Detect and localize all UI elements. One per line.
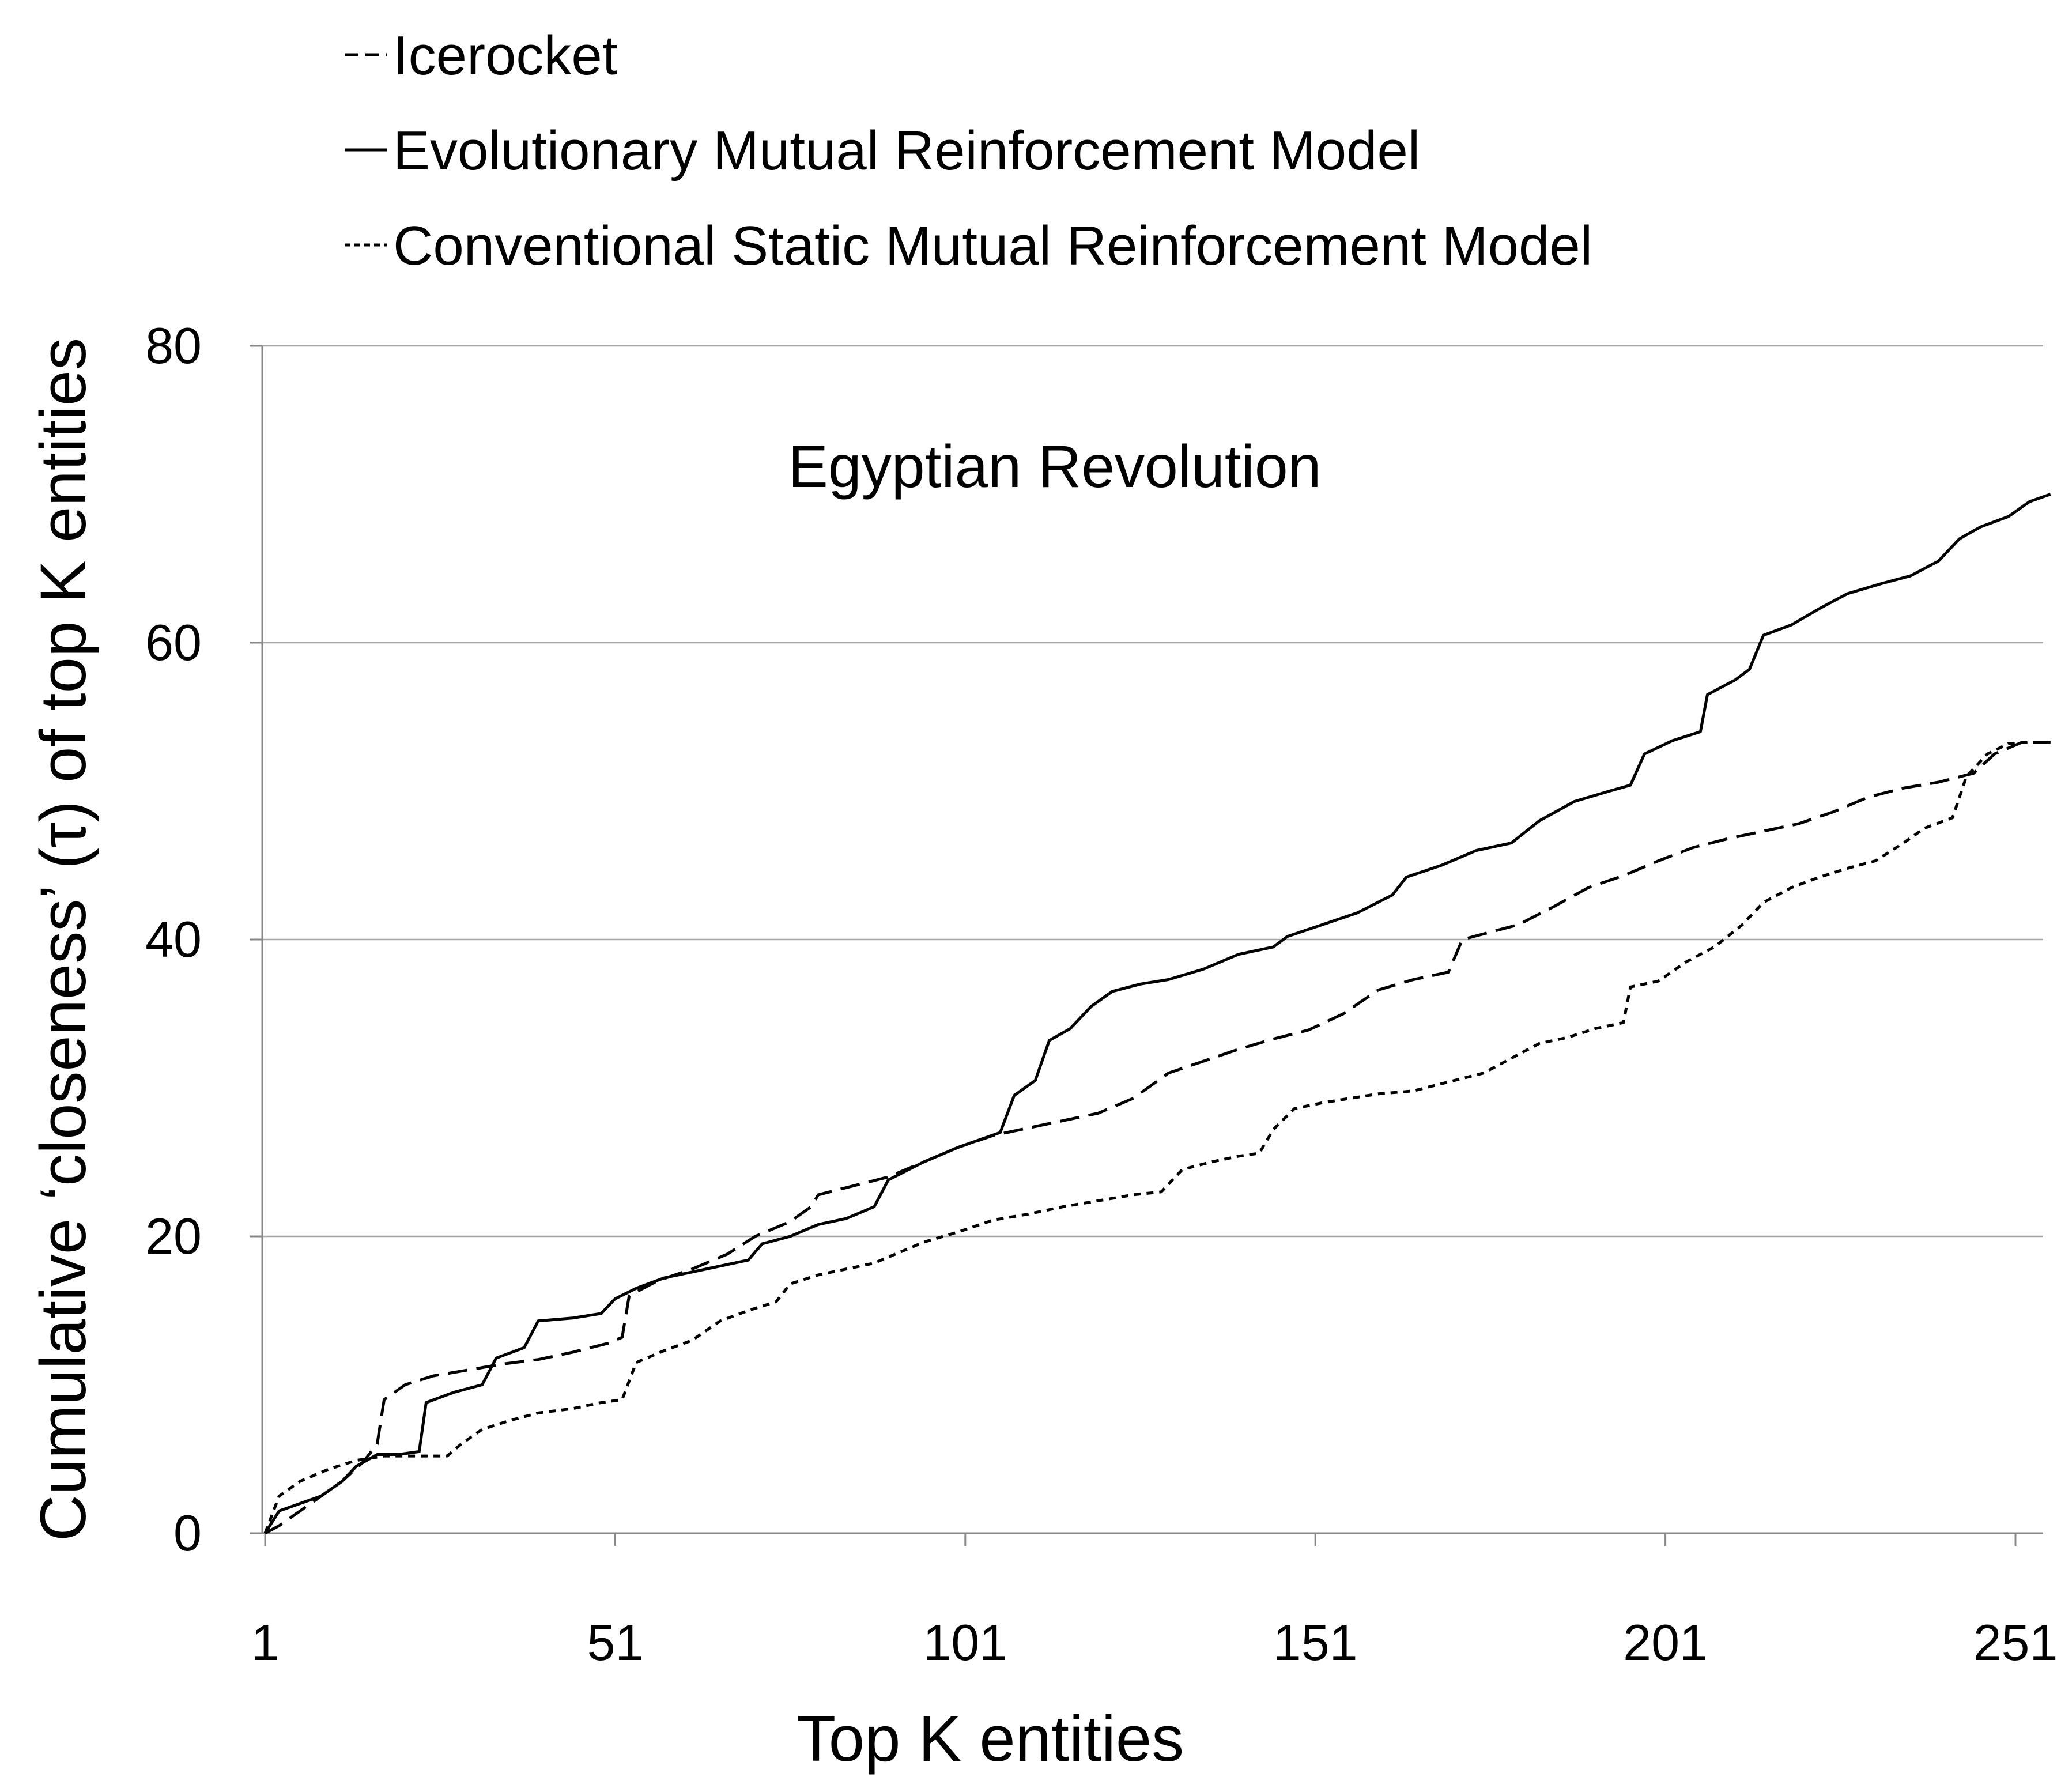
- x-tick-label: 251: [1973, 1614, 2058, 1671]
- x-tick-label: 151: [1273, 1614, 1358, 1671]
- y-tick-label: 0: [173, 1504, 202, 1561]
- legend: Icerocket Evolutionary Mutual Reinforceme…: [345, 25, 1592, 277]
- series-line-3: [263, 741, 2051, 1534]
- legend-label: Conventional Static Mutual Reinforcement…: [393, 215, 1592, 277]
- x-axis-ticks: 1 51 101 151 201 251: [251, 1533, 2058, 1671]
- x-tick-label: 101: [923, 1614, 1007, 1671]
- y-tick-label: 20: [145, 1208, 202, 1265]
- y-axis-ticks: 0 20 40 60 80: [145, 317, 262, 1561]
- legend-label: Evolutionary Mutual Reinforcement Model: [393, 120, 1420, 182]
- x-tick-label: 1: [251, 1614, 280, 1671]
- legend-label: Icerocket: [393, 25, 617, 86]
- gridlines: [262, 345, 2043, 1238]
- y-tick-label: 60: [145, 614, 202, 671]
- x-tick-label: 201: [1623, 1614, 1708, 1671]
- series-line-2: [263, 493, 2051, 1534]
- x-axis-title: Top K entities: [797, 1703, 1184, 1775]
- series-line-1: [264, 741, 2051, 1535]
- y-tick-label: 40: [145, 911, 202, 968]
- series-lines: [263, 493, 2051, 1535]
- x-tick-label: 51: [587, 1614, 643, 1671]
- y-tick-label: 80: [145, 317, 202, 374]
- chart-title: Egyptian Revolution: [788, 433, 1321, 500]
- y-axis-title: Cumulative ‘closeness’ (τ) of top K enti…: [27, 338, 99, 1541]
